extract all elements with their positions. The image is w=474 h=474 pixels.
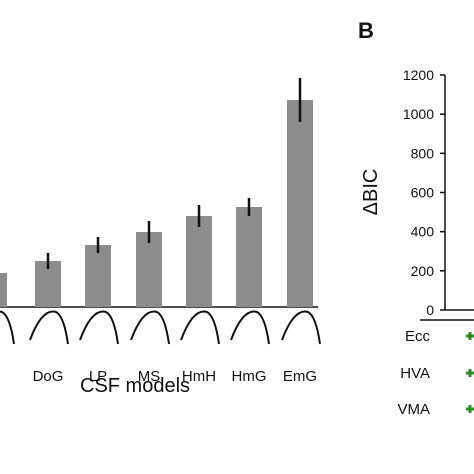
bar-lp: [85, 245, 111, 307]
category-label-hmg: HmG: [232, 368, 267, 385]
panel-a: PDoGLPMSHmHHmGEmG CSF models: [0, 78, 321, 397]
bar-ms: [136, 232, 162, 307]
panel-a-bars: [0, 100, 313, 307]
bar-emg: [287, 100, 313, 307]
row-label-hva: HVA: [400, 365, 430, 382]
row-label-vma: VMA: [397, 401, 430, 418]
plus-marker-vma: [466, 405, 474, 413]
panel-a-csf-thumbnails: [0, 310, 321, 345]
bar-hmh: [186, 216, 212, 307]
csf-thumbnail-dog: [29, 310, 69, 345]
category-label-dog: DoG: [33, 368, 64, 385]
y-tick-label-600: 600: [411, 185, 435, 201]
plus-marker-hva: [466, 369, 474, 377]
csf-thumbnail-hmg: [230, 310, 270, 345]
panel-b-y-ticks: 0 200 400 600 800 1000 1200: [403, 67, 445, 318]
panel-b: B 0 200 400 600 800 1000 1200 ΔBIC Ecc HVA VMA: [358, 18, 474, 418]
csf-thumbnail-ms: [130, 310, 170, 345]
csf-thumbnail-emg: [281, 310, 321, 345]
csf-thumbnail-hmh: [180, 310, 220, 345]
panel-a-category-labels: PDoGLPMSHmHHmGEmG: [33, 368, 318, 385]
y-tick-label-1200: 1200: [403, 67, 434, 83]
panel-a-x-axis-title: CSF models: [80, 375, 190, 397]
y-tick-label-800: 800: [411, 145, 435, 161]
csf-thumbnail-p: [0, 310, 15, 345]
category-label-ms: MS: [138, 368, 161, 385]
bar-p: [0, 273, 7, 307]
y-tick-label-1000: 1000: [403, 106, 434, 122]
bar-hmg: [236, 207, 262, 307]
panel-b-model-rows: Ecc HVA VMA: [397, 328, 474, 418]
csf-thumbnail-lp: [79, 310, 119, 345]
panel-a-error-bars: [46, 78, 302, 269]
row-label-ecc: Ecc: [405, 328, 431, 345]
panel-b-letter: B: [358, 18, 374, 43]
category-label-hmh: HmH: [182, 368, 216, 385]
category-label-lp: LP: [89, 368, 107, 385]
plus-marker-ecc: [466, 332, 474, 340]
category-label-emg: EmG: [283, 368, 317, 385]
y-tick-label-0: 0: [426, 302, 434, 318]
y-tick-label-200: 200: [411, 263, 435, 279]
y-tick-label-400: 400: [411, 224, 435, 240]
panel-b-y-axis-title: ΔBIC: [360, 169, 382, 216]
